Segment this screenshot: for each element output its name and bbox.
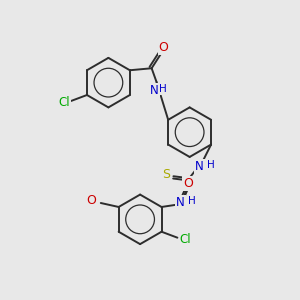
Text: N: N — [176, 196, 185, 208]
Text: O: O — [86, 194, 96, 206]
Text: H: H — [207, 160, 215, 170]
Text: S: S — [163, 168, 170, 181]
Text: H: H — [159, 84, 167, 94]
Text: O: O — [183, 177, 193, 190]
Text: N: N — [195, 160, 204, 173]
Text: H: H — [188, 196, 196, 206]
Text: O: O — [159, 41, 169, 54]
Text: Cl: Cl — [179, 233, 191, 246]
Text: N: N — [150, 84, 159, 97]
Text: Cl: Cl — [58, 96, 70, 110]
